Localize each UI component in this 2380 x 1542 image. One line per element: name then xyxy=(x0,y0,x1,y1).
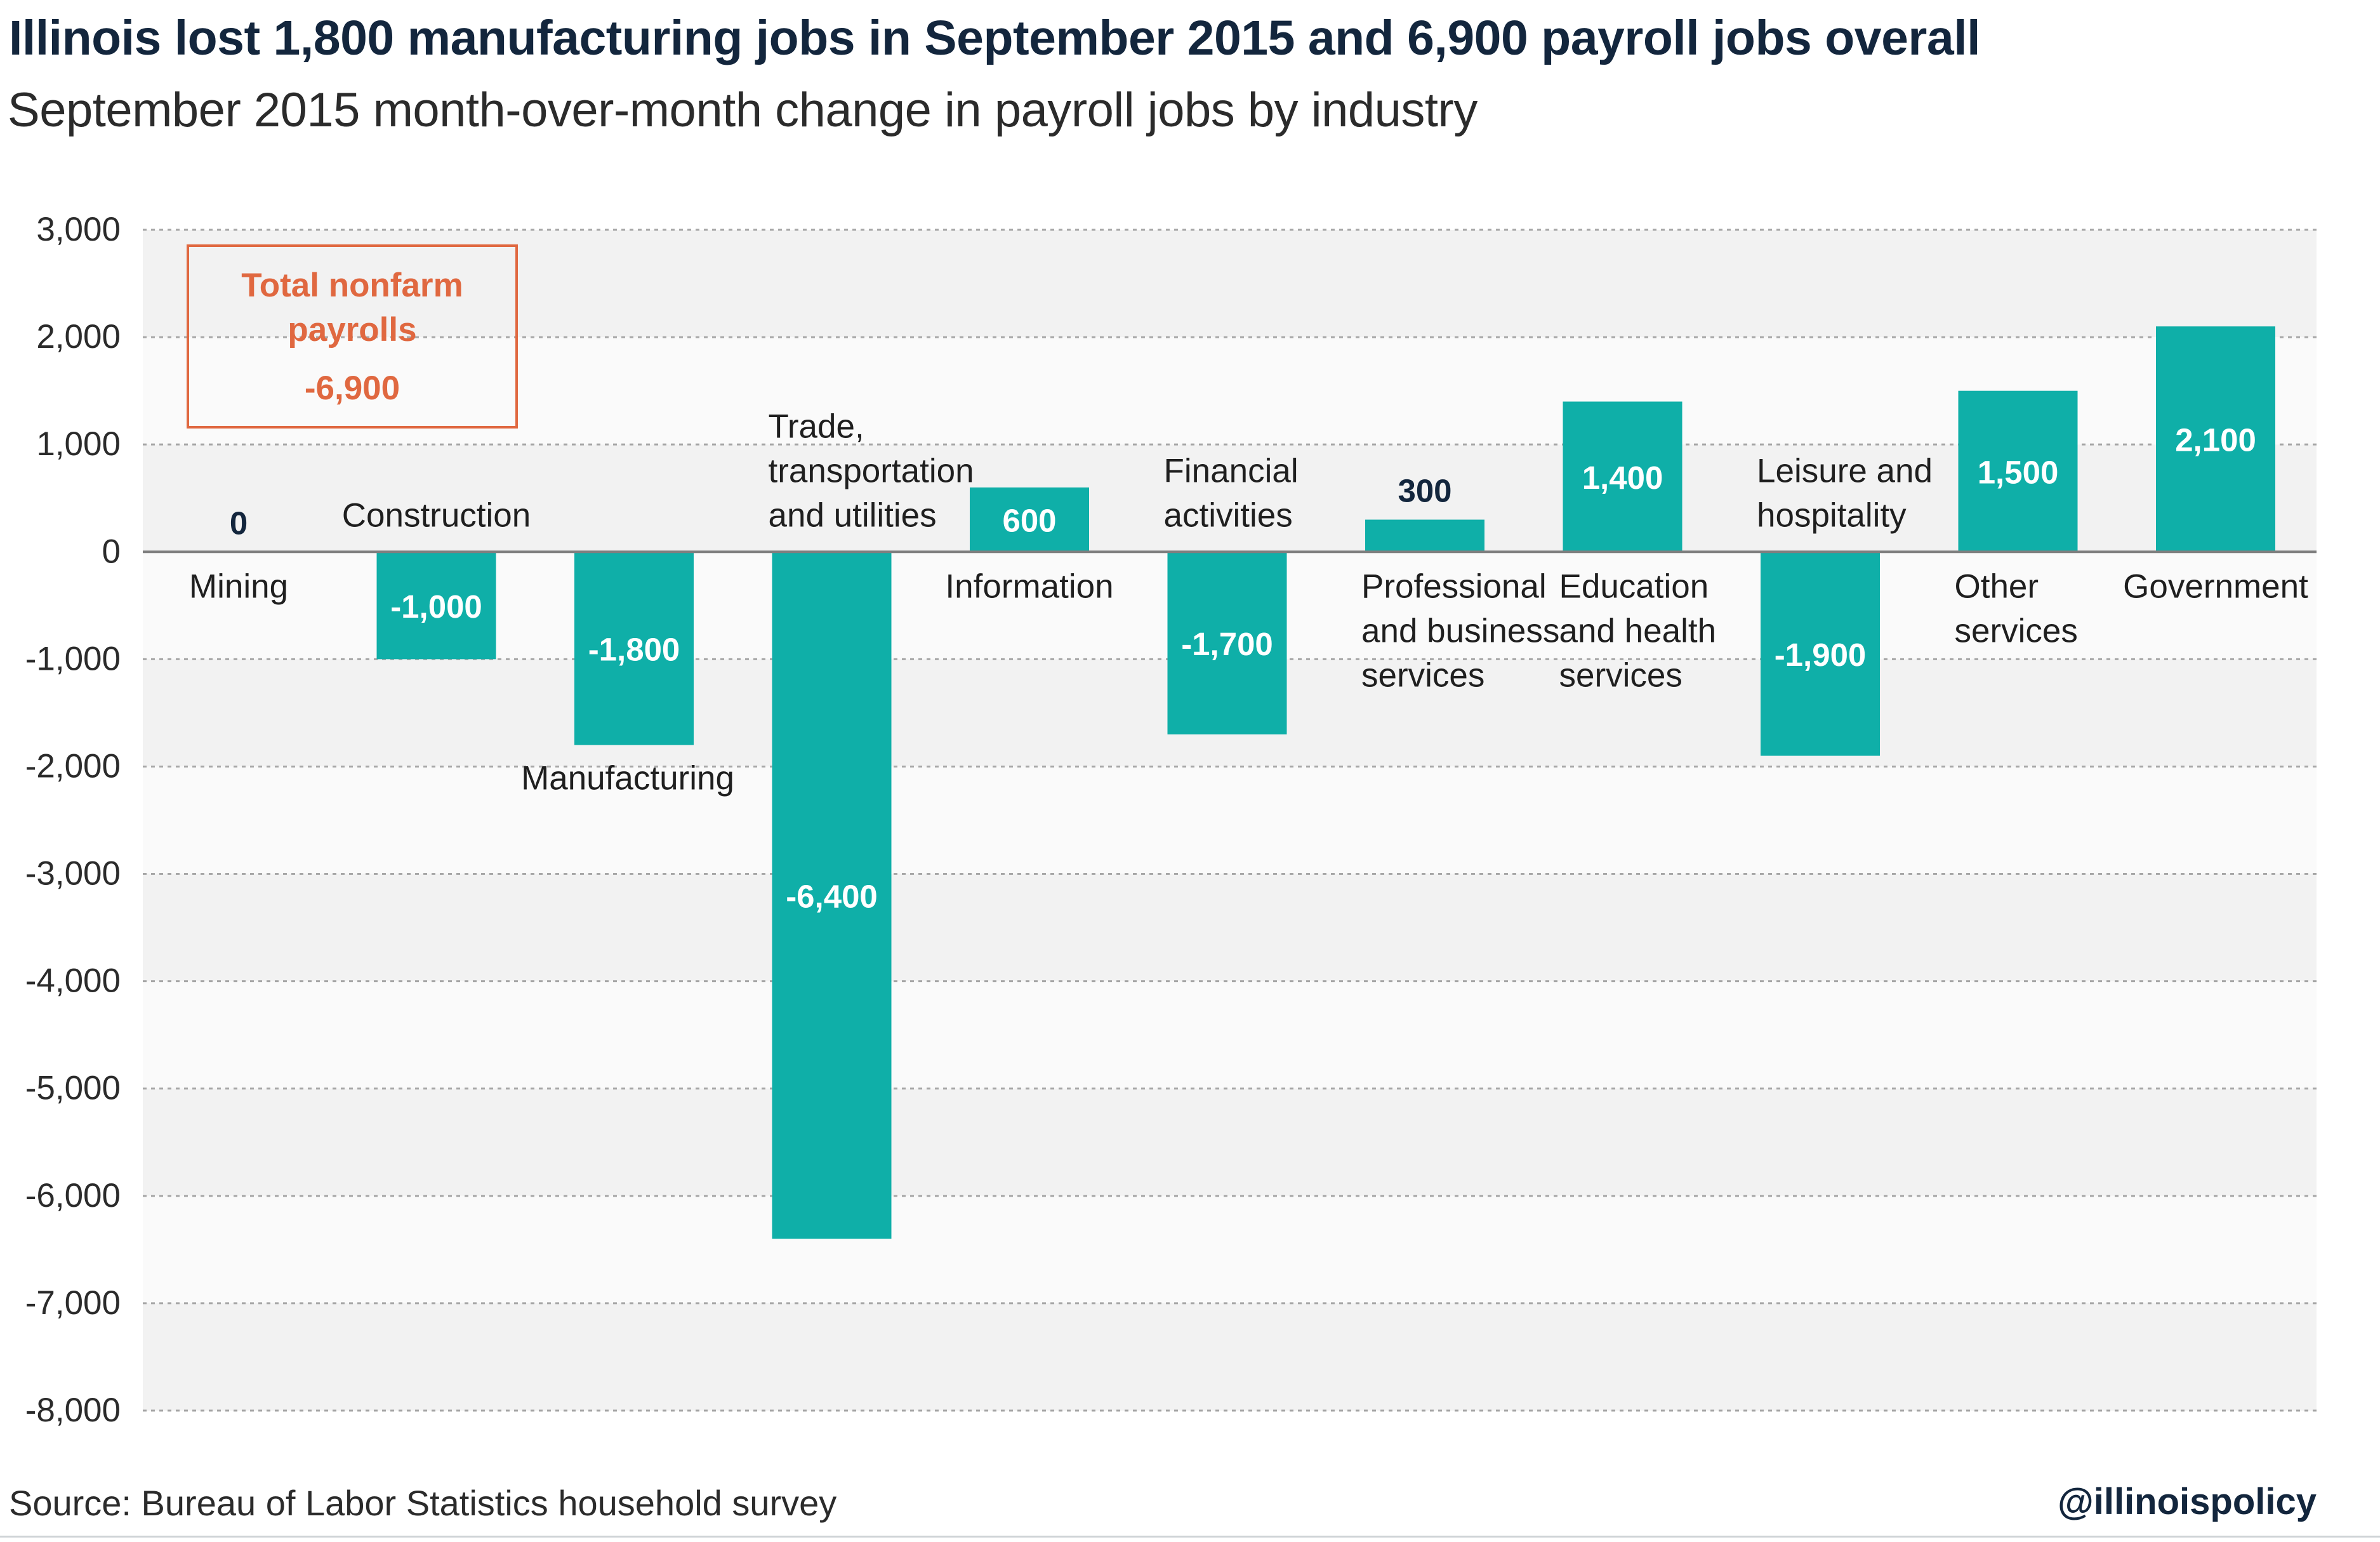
category-label: Information xyxy=(945,568,1113,605)
category-label-line: transportation xyxy=(769,452,974,489)
bar xyxy=(376,552,496,660)
category-label-line: Other xyxy=(1955,568,2039,605)
bars xyxy=(376,326,2275,1239)
data-label: -1,900 xyxy=(1775,637,1867,673)
category-label-line: Trade, xyxy=(769,408,864,445)
category-label-line: activities xyxy=(1164,496,1293,534)
category-labels: Mining Construction Manufacturing Trade, tra… xyxy=(189,408,2308,797)
chart-title: Illinois lost 1,800 manufacturing jobs i… xyxy=(9,11,1980,65)
category-label-line: Education xyxy=(1559,568,1709,605)
y-tick-label: -7,000 xyxy=(25,1284,121,1322)
source-note: Source: Bureau of Labor Statistics house… xyxy=(9,1483,837,1523)
plot-band xyxy=(143,1195,2317,1303)
category-label-line: and health xyxy=(1559,612,1717,649)
data-label: 2,100 xyxy=(2175,422,2256,458)
bar xyxy=(970,487,1089,552)
category-label-line: services xyxy=(1559,656,1683,694)
category-label-line: Government xyxy=(2123,568,2308,605)
category-label-line: services xyxy=(1955,612,2078,649)
bar xyxy=(1365,519,1484,552)
category-label: Financial activities xyxy=(1164,452,1299,534)
bar xyxy=(1958,390,2078,552)
total-nonfarm-value: -6,900 xyxy=(304,369,400,407)
bottom-rule xyxy=(0,1536,2380,1538)
plot-band xyxy=(143,444,2317,552)
bar xyxy=(574,552,694,745)
category-label: Education and health services xyxy=(1559,568,1717,694)
category-label-line: Leisure and xyxy=(1757,452,1933,489)
y-tick-label: -2,000 xyxy=(25,747,121,785)
data-label: 1,400 xyxy=(1582,460,1663,496)
total-nonfarm-label: Total nonfarm payrolls xyxy=(241,267,463,349)
data-label: 300 xyxy=(1398,473,1451,509)
category-label-line: and business xyxy=(1361,612,1559,649)
data-labels: 0 -1,000 -1,800 -6,400 600 -1,700 300 1,400 -1,9… xyxy=(230,422,2256,915)
y-tick-label: -3,000 xyxy=(25,855,121,893)
y-tick-label: -6,000 xyxy=(25,1177,121,1214)
category-label-line: hospitality xyxy=(1757,496,1907,534)
category-label-line: Information xyxy=(945,568,1113,605)
data-label: -1,000 xyxy=(390,588,482,625)
category-label: Other services xyxy=(1955,568,2078,649)
category-label-line: Mining xyxy=(189,568,288,605)
bar xyxy=(1167,552,1287,734)
plot-band xyxy=(143,230,2317,338)
data-label: 600 xyxy=(1002,503,1056,539)
plot-band xyxy=(143,1088,2317,1196)
plot-band xyxy=(143,874,2317,981)
y-tick-label: 1,000 xyxy=(36,425,121,463)
bar xyxy=(772,552,892,1239)
background-bands xyxy=(143,230,2317,1411)
y-tick-label: 0 xyxy=(102,533,121,570)
y-tick-label: -4,000 xyxy=(25,962,121,1000)
plot-band xyxy=(143,1303,2317,1411)
y-axis-tick-labels: 3,000 2,000 1,000 0 -1,000 -2,000 -3,000 -4,000… xyxy=(25,211,121,1429)
chart-subtitle: September 2015 month-over-month change i… xyxy=(8,83,1478,137)
bar xyxy=(1563,401,1683,552)
category-label: Trade, transportation and utilities xyxy=(769,408,974,534)
y-tick-label: 2,000 xyxy=(36,318,121,356)
category-label: Government xyxy=(2123,568,2308,605)
data-label: -1,700 xyxy=(1181,626,1273,662)
category-label: Construction xyxy=(342,496,531,534)
data-label: 1,500 xyxy=(1978,454,2059,490)
plot-band xyxy=(143,766,2317,874)
y-tick-label: -8,000 xyxy=(25,1392,121,1429)
plot-band xyxy=(143,981,2317,1089)
category-label-line: services xyxy=(1361,656,1484,694)
category-label: Manufacturing xyxy=(521,760,734,797)
category-label-line: Professional xyxy=(1361,568,1547,605)
category-label-line: and utilities xyxy=(769,496,937,534)
bar xyxy=(1761,552,1880,756)
total-nonfarm-annotation: Total nonfarm payrolls -6,900 xyxy=(187,244,518,429)
y-tick-label: -1,000 xyxy=(25,640,121,677)
category-label: Professional and business services xyxy=(1361,568,1559,694)
category-label-line: Financial xyxy=(1164,452,1299,489)
category-label: Mining xyxy=(189,568,288,605)
bar xyxy=(2156,326,2275,552)
y-tick-label: 3,000 xyxy=(36,211,121,248)
category-label-line: Manufacturing xyxy=(521,760,734,797)
social-handle: @illinoispolicy xyxy=(2058,1481,2317,1522)
data-label: -6,400 xyxy=(786,878,878,914)
data-label: 0 xyxy=(230,505,248,541)
y-tick-label: -5,000 xyxy=(25,1070,121,1107)
data-label: -1,800 xyxy=(588,631,680,667)
category-label-line: Construction xyxy=(342,496,531,534)
category-label: Leisure and hospitality xyxy=(1757,452,1933,534)
